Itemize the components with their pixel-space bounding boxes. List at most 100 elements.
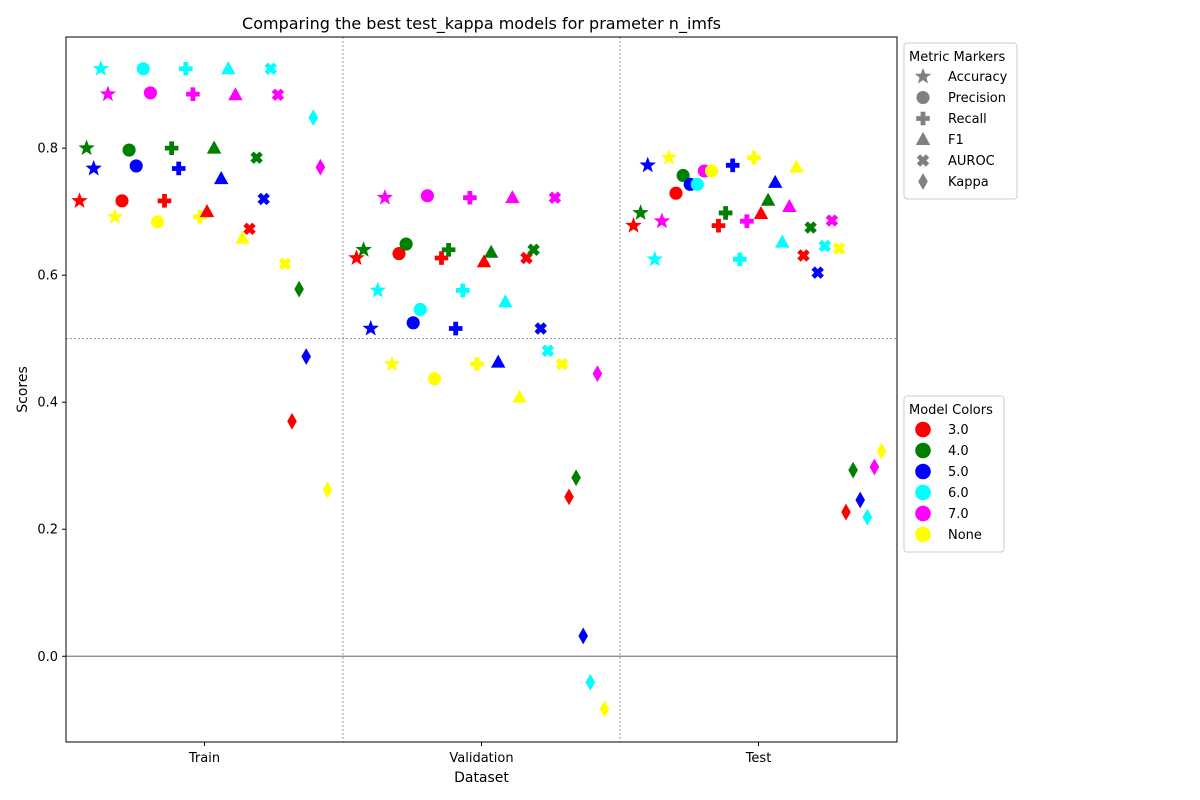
y-tick-label: 0.8 (37, 142, 58, 157)
legend-label-3-0: 3.0 (948, 423, 969, 438)
point-test-precision-4-0 (676, 168, 690, 183)
legend-color-none (915, 526, 931, 543)
point-validation-auroc-none (555, 357, 569, 371)
legend-marker-auroc (916, 154, 930, 167)
point-validation-auroc-7-0 (548, 191, 562, 204)
legend-model-colors: Model Colors 3.0 4.0 5.0 6.0 7.0 None (903, 395, 1005, 553)
point-train-auroc-5-0 (257, 192, 270, 206)
point-test-recall-3-0 (711, 218, 726, 233)
legend-label-5-0: 5.0 (948, 465, 969, 480)
point-validation-precision-6-0 (413, 302, 427, 317)
point-test-auroc-3-0 (797, 249, 810, 262)
point-test-f1-5-0 (767, 174, 783, 188)
point-test-auroc-5-0 (811, 266, 824, 279)
legend-box (903, 42, 1018, 200)
point-train-recall-3-0 (157, 194, 172, 208)
legend-title: Model Colors (909, 403, 993, 418)
point-validation-accuracy-none (383, 355, 401, 372)
x-tick-label-train: Train (188, 751, 220, 766)
point-train-auroc-3-0 (243, 222, 256, 236)
point-test-f1-4-0 (760, 192, 776, 206)
axes: 0.0 0.2 0.4 0.6 0.8 Train Validation Test (37, 142, 771, 766)
chart-title: Comparing the best test_kappa models for… (242, 14, 721, 34)
point-test-kappa-none (876, 442, 887, 460)
point-train-precision-3-0 (115, 194, 129, 208)
point-validation-kappa-6-0 (585, 673, 596, 691)
point-test-f1-3-0 (753, 205, 769, 220)
legend-marker-f1 (915, 131, 931, 145)
point-validation-auroc-6-0 (541, 344, 555, 357)
point-validation-precision-none (427, 372, 442, 386)
point-validation-accuracy-4-0 (355, 241, 372, 257)
point-validation-kappa-5-0 (578, 627, 588, 645)
point-test-recall-6-0 (733, 252, 747, 267)
point-test-recall-4-0 (718, 206, 733, 220)
point-train-accuracy-7-0 (99, 85, 117, 102)
point-validation-auroc-3-0 (520, 251, 533, 265)
point-train-kappa-7-0 (315, 158, 326, 176)
point-test-f1-6-0 (775, 234, 790, 248)
point-validation-kappa-4-0 (571, 469, 581, 487)
point-test-kappa-6-0 (862, 508, 873, 526)
point-validation-auroc-4-0 (527, 243, 540, 256)
point-test-precision-6-0 (690, 177, 704, 191)
y-tick-label: 0.0 (37, 650, 58, 665)
point-train-precision-7-0 (143, 86, 157, 100)
point-train-accuracy-none (106, 208, 124, 224)
legend-marker-kappa (918, 173, 928, 190)
point-validation-accuracy-6-0 (369, 281, 387, 298)
point-train-kappa-4-0 (294, 280, 304, 298)
point-train-auroc-4-0 (250, 151, 263, 164)
point-test-auroc-6-0 (818, 239, 832, 253)
point-test-accuracy-4-0 (632, 204, 649, 220)
point-validation-precision-3-0 (392, 247, 406, 261)
point-validation-kappa-3-0 (564, 488, 574, 506)
point-validation-accuracy-7-0 (376, 189, 394, 205)
legend-label-precision: Precision (948, 91, 1006, 106)
point-validation-recall-4-0 (441, 242, 456, 257)
point-validation-kappa-none (599, 700, 610, 718)
legend-color-3-0 (915, 421, 931, 438)
point-train-f1-6-0 (221, 61, 236, 75)
point-validation-accuracy-3-0 (348, 249, 365, 266)
point-test-kappa-3-0 (841, 503, 851, 521)
point-test-precision-none (704, 164, 719, 178)
point-test-recall-7-0 (740, 214, 754, 228)
plot-frame (65, 36, 898, 743)
point-train-f1-3-0 (199, 204, 215, 218)
legend-label-auroc: AUROC (948, 154, 995, 169)
y-tick-label: 0.6 (37, 269, 58, 284)
point-train-f1-5-0 (213, 171, 229, 185)
point-train-accuracy-5-0 (85, 159, 102, 176)
point-validation-recall-3-0 (434, 251, 449, 265)
point-test-recall-5-0 (725, 158, 740, 173)
point-test-accuracy-7-0 (653, 212, 671, 229)
legend-label-4-0: 4.0 (948, 444, 969, 459)
point-test-accuracy-6-0 (646, 250, 664, 267)
point-validation-kappa-7-0 (592, 365, 603, 383)
point-test-auroc-7-0 (825, 214, 839, 227)
point-validation-f1-6-0 (498, 294, 513, 308)
point-test-precision-3-0 (669, 186, 683, 200)
point-validation-f1-5-0 (490, 354, 506, 368)
point-test-kappa-4-0 (848, 461, 858, 479)
point-test-kappa-7-0 (869, 458, 880, 476)
legend-marker-accuracy (914, 67, 932, 84)
legend-metric-markers: Metric Markers Accuracy Precision Recall F1 A… (903, 42, 1018, 200)
point-train-recall-4-0 (164, 141, 179, 155)
x-axis-title: Dataset (454, 770, 509, 786)
point-test-recall-none (747, 150, 761, 165)
point-validation-recall-6-0 (456, 283, 470, 298)
point-train-precision-6-0 (136, 62, 150, 76)
point-train-auroc-6-0 (264, 62, 278, 75)
point-validation-recall-7-0 (463, 190, 477, 205)
point-test-auroc-none (832, 242, 846, 255)
legend-label-kappa: Kappa (948, 175, 989, 190)
point-train-kappa-none (322, 481, 333, 499)
point-validation-f1-3-0 (476, 254, 492, 268)
point-train-recall-5-0 (171, 161, 186, 176)
legend-label-none: None (948, 528, 982, 543)
legend-title: Metric Markers (909, 50, 1005, 65)
point-train-accuracy-4-0 (78, 139, 95, 156)
